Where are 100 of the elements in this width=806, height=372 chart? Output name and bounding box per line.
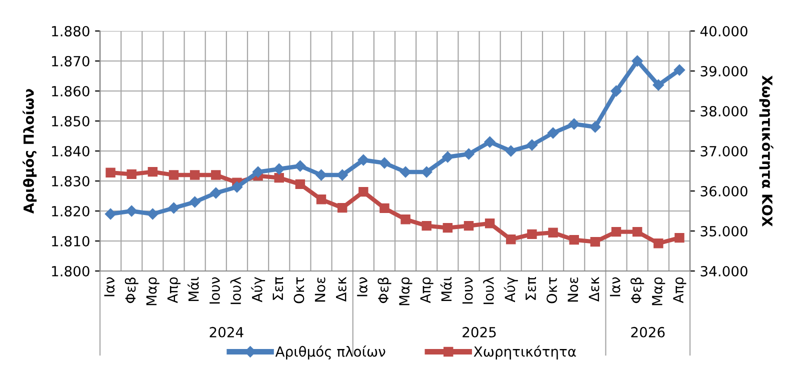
point	[569, 234, 579, 245]
x-tick-label: Σεπ	[272, 276, 284, 300]
point	[422, 220, 432, 231]
point	[632, 226, 642, 237]
x-tick-label: Σεπ	[526, 276, 536, 300]
point	[527, 229, 537, 240]
y-tick-label: 1.880	[52, 26, 90, 36]
point	[104, 208, 116, 220]
point	[211, 170, 221, 180]
legend-label: Χωρητικότητα	[474, 345, 576, 360]
point	[168, 170, 179, 180]
point	[380, 203, 390, 214]
y2-tick-label: 36.000	[700, 186, 748, 196]
y-tick-label: 1.850	[52, 116, 90, 126]
point	[464, 220, 474, 231]
point	[147, 208, 158, 220]
x-tick-label: Δεκ	[588, 276, 600, 302]
y2-tick-label: 39.000	[700, 66, 748, 76]
x-tick-label: Ιουν	[462, 277, 473, 304]
y-tick-label: 1.840	[52, 146, 90, 156]
point	[674, 232, 684, 243]
x-tick-label: Ιουν	[210, 277, 220, 304]
x-tick-label: Ιουλ	[230, 276, 241, 304]
point	[274, 163, 285, 175]
y2-tick-label: 38.000	[700, 106, 748, 116]
point	[526, 139, 538, 151]
point	[358, 154, 369, 166]
point	[294, 160, 306, 172]
x-tick-label: Αύγ	[504, 276, 518, 302]
point	[506, 234, 516, 244]
point	[378, 157, 390, 169]
x-tick-label: Οκτ	[294, 277, 304, 304]
point	[548, 228, 558, 238]
point	[316, 194, 326, 204]
x-tick-label: Δεκ	[336, 276, 346, 302]
point	[611, 226, 622, 237]
legend-label: Αριθμός πλοίων	[275, 345, 386, 360]
y2-tick-label: 35.000	[700, 226, 748, 236]
point	[148, 166, 158, 177]
point	[652, 79, 664, 91]
point	[463, 148, 474, 160]
x-tick-label: Απρ	[420, 277, 434, 304]
x-tick-label: Ιαν	[610, 277, 620, 296]
x-tick-label: Μαρ	[652, 277, 666, 306]
point	[674, 64, 686, 76]
y-tick-label: 1.830	[52, 176, 90, 186]
point	[168, 202, 180, 214]
point	[106, 168, 116, 178]
x-tick-label: Απρ	[167, 277, 180, 304]
text: 2026	[631, 326, 665, 338]
x-tick-label: Απρ	[673, 277, 686, 304]
y2-axis-title: Χωρητικότητα ΚΟΧ	[759, 75, 774, 227]
y-tick-label: 1.870	[52, 56, 90, 66]
y-tick-label: 1.800	[52, 266, 90, 276]
point	[610, 85, 622, 97]
x-tick-label: Ιαν	[357, 277, 368, 296]
text: 2025	[462, 326, 496, 338]
point	[547, 127, 559, 139]
point	[358, 186, 368, 197]
point	[337, 202, 348, 213]
y-tick-label: 1.820	[52, 206, 90, 216]
point	[252, 166, 264, 178]
y2-tick-label: 34.000	[700, 266, 748, 276]
text: 2024	[210, 326, 244, 338]
point	[632, 55, 643, 67]
point	[442, 222, 453, 233]
point	[505, 145, 516, 157]
point	[126, 169, 136, 180]
x-tick-label: Φεβ	[378, 278, 392, 304]
x-tick-label: Μαρ	[146, 277, 160, 306]
point	[421, 166, 432, 178]
x-tick-label: Αύγ	[251, 276, 266, 302]
point	[274, 172, 284, 183]
x-tick-label: Οκτ	[546, 277, 558, 304]
x-tick-label: Νοε	[568, 278, 578, 302]
x-tick-label: Φεβ	[630, 278, 644, 304]
x-tick-label: Φεβ	[124, 278, 138, 304]
point	[484, 136, 496, 148]
y2-tick-label: 37.000	[700, 146, 748, 156]
point	[295, 179, 306, 190]
point	[190, 170, 200, 180]
point	[484, 218, 495, 228]
x-tick-label: Μάι	[440, 277, 452, 302]
x-tick-label: Ιαν	[104, 277, 115, 296]
point	[590, 121, 601, 133]
x-tick-label: Μαρ	[399, 277, 412, 306]
y-tick-label: 1.810	[52, 236, 90, 246]
point	[231, 181, 243, 193]
point	[654, 238, 664, 248]
point	[590, 236, 600, 247]
point	[210, 187, 222, 199]
y-tick-label: 1.860	[52, 86, 90, 96]
point	[568, 118, 580, 130]
y-axis-title: Αριθμός Πλοίων	[22, 88, 37, 214]
y2-tick-label: 40.000	[700, 26, 748, 36]
point	[189, 196, 200, 208]
point	[400, 214, 410, 224]
x-tick-label: Ιουλ	[483, 276, 494, 304]
point	[126, 205, 138, 217]
x-tick-label: Νοε	[314, 278, 326, 302]
